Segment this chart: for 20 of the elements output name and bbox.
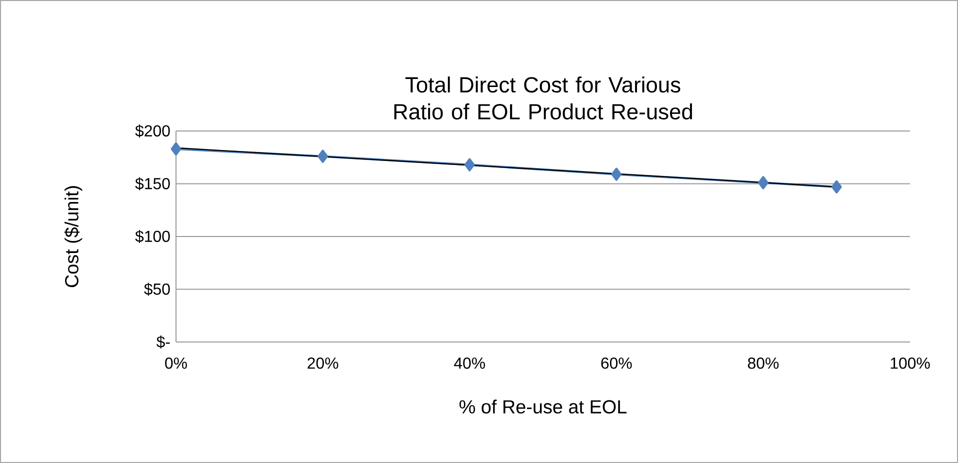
y-tick-label: $200 xyxy=(135,124,170,138)
x-tick-label: 100% xyxy=(890,358,930,369)
y-tick-label: $50 xyxy=(144,282,170,296)
y-tick-label: $100 xyxy=(135,230,170,243)
point xyxy=(611,168,622,181)
y-tick-label: $- xyxy=(156,336,170,348)
point xyxy=(318,150,328,163)
y-tick-label: $150 xyxy=(135,177,170,190)
point xyxy=(170,142,182,156)
x-tick-label: 0% xyxy=(165,358,187,369)
x-tick-label: 80% xyxy=(748,358,779,369)
point xyxy=(464,158,475,172)
chart-title: Total Direct Cost for Various Ratio of EOL Product Re-used xyxy=(394,76,692,120)
x-tick-label: 40% xyxy=(454,358,485,369)
point xyxy=(831,180,842,194)
x-axis-title: % of Re-use at EOL xyxy=(460,400,627,414)
y-axis-title: Cost ($/unit) xyxy=(64,186,82,288)
x-tick-label: 60% xyxy=(601,358,632,369)
point xyxy=(758,176,768,190)
x-tick-label: 20% xyxy=(308,358,338,369)
